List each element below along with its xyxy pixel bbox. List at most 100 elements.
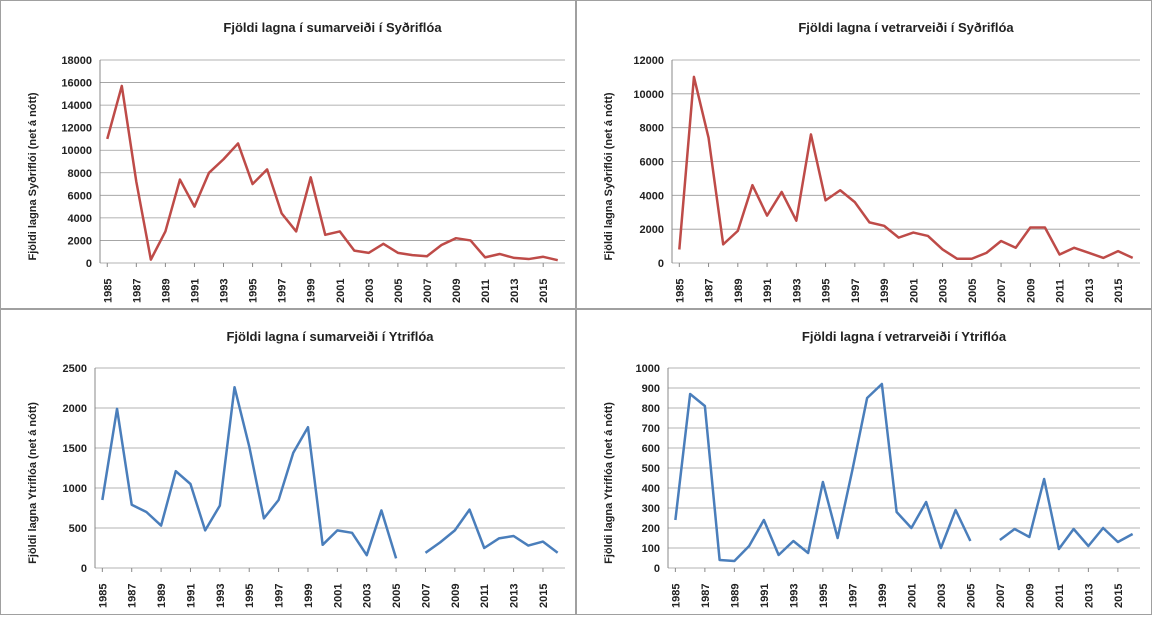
y-tick-label: 4000 [68, 213, 92, 225]
y-tick-label: 500 [642, 463, 660, 475]
x-tick-label: 1995 [244, 584, 256, 608]
panel-border [0, 0, 576, 309]
x-tick-label: 2015 [538, 584, 550, 608]
y-tick-label: 6000 [68, 190, 92, 202]
y-tick-label: 100 [642, 543, 660, 555]
y-tick-label: 2000 [640, 224, 664, 236]
x-tick-label: 1985 [97, 584, 109, 608]
y-tick-label: 14000 [61, 100, 92, 112]
x-tick-label: 1993 [215, 584, 227, 608]
y-tick-label: 12000 [633, 55, 664, 67]
x-tick-label: 1985 [670, 584, 682, 608]
x-tick-label: 2001 [906, 584, 918, 608]
x-tick-label: 1997 [847, 584, 859, 608]
x-tick-label: 2005 [393, 279, 405, 303]
x-tick-label: 2011 [1054, 584, 1066, 608]
x-tick-label: 1989 [729, 584, 741, 608]
x-tick-label: 1993 [219, 279, 231, 303]
x-tick-label: 1997 [274, 584, 286, 608]
y-axis-label: Fjöldi lagna Syðriflói (net á nótt) [27, 92, 39, 260]
x-tick-label: 1991 [185, 584, 197, 608]
y-tick-label: 4000 [640, 190, 664, 202]
x-tick-label: 2015 [1113, 279, 1125, 303]
x-tick-label: 2011 [479, 584, 491, 608]
x-tick-label: 2005 [391, 584, 403, 608]
y-axis-label: Fjöldi lagna Syðriflói (net á nótt) [603, 92, 615, 260]
y-tick-label: 900 [642, 383, 660, 395]
x-tick-label: 1999 [306, 279, 318, 303]
x-tick-label: 2003 [362, 584, 374, 608]
x-tick-label: 2015 [538, 279, 550, 303]
x-tick-label: 2005 [965, 584, 977, 608]
x-tick-label: 1999 [877, 584, 889, 608]
y-tick-label: 8000 [640, 123, 664, 135]
x-tick-label: 1989 [733, 279, 745, 303]
chart-title: Fjöldi lagna í vetrarveiði í Syðriflóa [798, 20, 1014, 35]
y-tick-label: 8000 [68, 168, 92, 180]
x-tick-label: 1989 [156, 584, 168, 608]
x-tick-label: 1989 [160, 279, 172, 303]
x-tick-label: 1985 [674, 279, 686, 303]
x-tick-label: 2011 [480, 279, 492, 303]
x-tick-label: 2005 [967, 279, 979, 303]
x-tick-label: 2013 [1084, 279, 1096, 303]
x-tick-label: 1993 [788, 584, 800, 608]
y-tick-label: 2000 [63, 403, 87, 415]
y-tick-label: 1000 [63, 483, 87, 495]
x-tick-label: 1999 [303, 584, 315, 608]
chart-title: Fjöldi lagna í vetrarveiði í Ytriflóa [802, 329, 1007, 344]
y-tick-label: 6000 [640, 157, 664, 169]
x-tick-label: 2013 [1083, 584, 1095, 608]
x-tick-label: 2009 [1025, 279, 1037, 303]
x-tick-label: 2003 [364, 279, 376, 303]
y-tick-label: 200 [642, 523, 660, 535]
x-tick-label: 2001 [332, 584, 344, 608]
y-tick-label: 1000 [636, 363, 660, 375]
data-line [106, 84, 559, 262]
y-tick-label: 500 [69, 523, 87, 535]
data-line [101, 385, 559, 559]
x-tick-label: 1997 [850, 279, 862, 303]
y-tick-label: 0 [81, 563, 87, 575]
x-tick-label: 2003 [938, 279, 950, 303]
y-axis-label: Fjöldi lagna Ytriflóa (net á nótt) [603, 402, 615, 564]
y-tick-label: 700 [642, 423, 660, 435]
x-tick-label: 2007 [420, 584, 432, 608]
data-line [674, 382, 1134, 563]
x-tick-label: 1991 [762, 279, 774, 303]
x-tick-label: 1987 [127, 584, 139, 608]
x-tick-label: 1987 [131, 279, 143, 303]
data-line [678, 75, 1134, 261]
x-tick-label: 1995 [818, 584, 830, 608]
x-tick-label: 2007 [422, 279, 434, 303]
x-tick-label: 1999 [879, 279, 891, 303]
y-tick-label: 10000 [633, 89, 664, 101]
x-tick-label: 1985 [102, 279, 114, 303]
x-tick-label: 2015 [1113, 584, 1125, 608]
y-tick-label: 10000 [61, 145, 92, 157]
x-tick-label: 1987 [704, 279, 716, 303]
x-tick-label: 1991 [759, 584, 771, 608]
x-tick-label: 2013 [509, 584, 521, 608]
x-tick-label: 2009 [450, 584, 462, 608]
x-tick-label: 2001 [908, 279, 920, 303]
y-tick-label: 0 [658, 258, 664, 270]
x-tick-label: 1997 [277, 279, 289, 303]
y-tick-label: 0 [654, 563, 660, 575]
x-tick-label: 2009 [1024, 584, 1036, 608]
chart-title: Fjöldi lagna í sumarveiði í Ytriflóa [226, 329, 434, 344]
y-tick-label: 300 [642, 503, 660, 515]
y-tick-label: 18000 [61, 55, 92, 67]
y-tick-label: 800 [642, 403, 660, 415]
x-tick-label: 1995 [821, 279, 833, 303]
y-tick-label: 1500 [63, 443, 87, 455]
x-tick-label: 2013 [509, 279, 521, 303]
x-tick-label: 1993 [791, 279, 803, 303]
y-tick-label: 400 [642, 483, 660, 495]
y-tick-label: 0 [86, 258, 92, 270]
y-tick-label: 600 [642, 443, 660, 455]
x-tick-label: 2007 [995, 584, 1007, 608]
x-tick-label: 1991 [189, 279, 201, 303]
